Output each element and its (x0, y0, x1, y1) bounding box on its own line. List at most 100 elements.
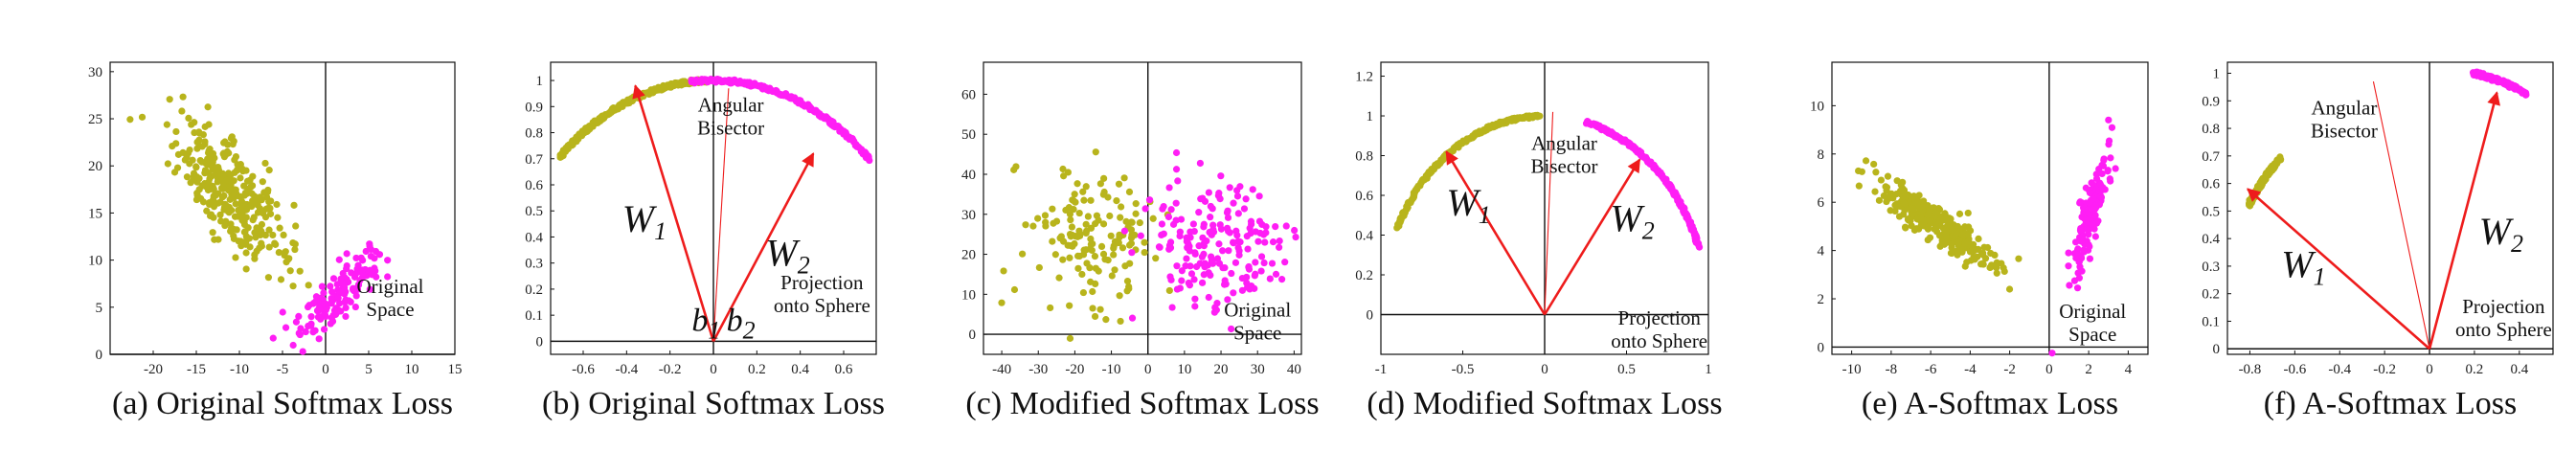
data-point (1132, 200, 1140, 208)
y-tick-label: 0.7 (525, 152, 543, 168)
data-point (1221, 277, 1229, 284)
data-point (1158, 220, 1166, 228)
data-point (186, 146, 193, 154)
data-point (1165, 184, 1173, 192)
data-point (1145, 196, 1154, 204)
data-point (1198, 279, 1207, 286)
y-tick-label: 8 (1818, 147, 1825, 163)
data-point (1121, 262, 1129, 270)
data-point (242, 265, 250, 273)
data-point (2082, 215, 2090, 224)
data-point (1167, 276, 1175, 283)
y-tick-label: 50 (961, 127, 976, 143)
data-point (261, 159, 269, 168)
data-point (245, 235, 253, 242)
data-point (1084, 213, 1092, 220)
data-point (1964, 209, 1972, 217)
x-tick-label: 0 (2426, 362, 2433, 377)
data-point (1228, 325, 1235, 333)
plot-frame (983, 61, 1302, 355)
data-point (1091, 312, 1099, 321)
data-point (1117, 214, 1124, 221)
data-point (1262, 229, 1270, 237)
data-point (1205, 269, 1212, 277)
y-tick-label: 0 (536, 334, 544, 350)
y-tick-label: 0.3 (525, 257, 543, 272)
data-point (1905, 215, 1912, 223)
data-point (221, 138, 229, 146)
weight-vector-label: W2 (765, 231, 809, 279)
data-point (244, 224, 252, 232)
data-point (191, 119, 198, 126)
data-point (296, 267, 304, 275)
data-point (1236, 238, 1244, 246)
data-point (1908, 222, 1915, 230)
data-point (1217, 172, 1225, 180)
data-point (199, 130, 207, 139)
data-point (1022, 221, 1029, 229)
y-tick-label: 0.7 (2202, 149, 2220, 165)
data-point (232, 152, 240, 161)
y-tick-label: 0.8 (525, 126, 543, 142)
data-point (315, 335, 323, 343)
data-point (206, 198, 214, 207)
data-point (193, 190, 201, 197)
data-point (1887, 192, 1894, 200)
data-point (2079, 204, 2088, 212)
y-tick-label: 40 (961, 168, 976, 183)
data-point (215, 236, 222, 243)
data-point (1217, 225, 1226, 233)
data-point (1164, 213, 1173, 221)
data-point (266, 210, 275, 217)
angular-bisector-line (2372, 81, 2430, 350)
weight-vector-label: W1 (622, 197, 667, 245)
data-point (2005, 285, 2014, 293)
data-point (1029, 222, 1037, 230)
data-point (1936, 242, 1944, 250)
data-point (1953, 230, 1960, 237)
x-tick-label: 20 (1214, 362, 1229, 377)
data-point (1191, 303, 1199, 310)
data-point (1000, 267, 1007, 275)
data-point (1160, 202, 1167, 211)
data-point (1252, 259, 1259, 266)
data-point (280, 231, 287, 238)
data-point (1059, 165, 1067, 173)
data-point (1918, 221, 1926, 229)
y-tick-label: 30 (88, 65, 102, 80)
data-point (1226, 184, 1233, 192)
data-point (238, 212, 246, 219)
data-point (1209, 221, 1217, 229)
data-point (1190, 276, 1198, 283)
data-point (1855, 167, 1863, 175)
data-point (375, 251, 384, 259)
y-tick-label: 0.4 (525, 230, 543, 245)
data-point (356, 276, 364, 284)
y-tick-label: 0.8 (2202, 122, 2220, 137)
x-tick-label: -0.4 (615, 362, 638, 377)
y-tick-label: 0.6 (1355, 189, 1373, 204)
data-point (1072, 198, 1079, 206)
data-point (1092, 264, 1099, 272)
data-point (329, 275, 338, 282)
data-point (269, 334, 277, 342)
data-point (232, 254, 239, 261)
y-tick-label: 20 (88, 159, 102, 174)
data-point (1111, 266, 1119, 274)
data-point (1215, 240, 1223, 248)
data-point (2077, 237, 2085, 245)
data-point (343, 250, 350, 258)
data-point (265, 167, 273, 174)
series-1-points (1855, 157, 2022, 293)
data-point (1066, 334, 1074, 342)
data-point (2106, 175, 2113, 183)
data-point (1199, 234, 1207, 241)
data-point (1932, 221, 1940, 229)
data-point (292, 222, 300, 230)
data-point (1248, 220, 1255, 228)
data-point (1215, 190, 1223, 197)
data-point (1282, 222, 1290, 230)
data-point (2015, 255, 2022, 262)
data-point (179, 148, 187, 156)
data-point (1067, 215, 1074, 224)
